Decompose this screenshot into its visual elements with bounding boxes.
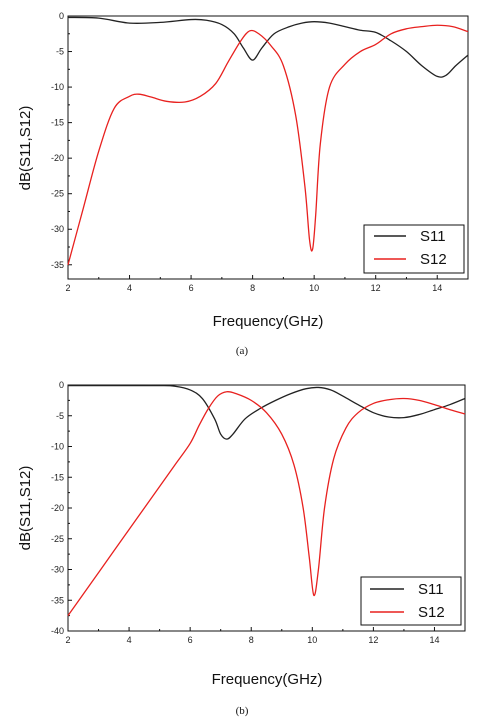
x-tick-label: 12 [371,283,381,293]
y-tick-label: -20 [51,153,64,163]
y-tick-label: 0 [59,380,64,390]
series-lines [67,384,466,617]
chart-panel-b: 2 4 6 8 10 12 14 0 -5 -10 -15 -20 -25 -30 -35 -40 Freq… [17,380,466,717]
x-axis-label: Frequency(GHz) [212,671,323,688]
y-axis-label: dB(S11,S12) [17,466,34,551]
y-tick-label: -30 [51,224,64,234]
x-tick-label: 6 [189,283,194,293]
x-tick-label: 14 [432,283,442,293]
y-tick-label: -15 [51,472,64,482]
x-tick-label: 8 [250,283,255,293]
y-tick-labels: 0 -5 -10 -15 -20 -25 -30 -35 [51,11,64,270]
series-line-s11 [68,384,466,440]
legend-box [363,224,465,274]
x-tick-label: 12 [368,635,378,645]
tick-marks [67,384,435,632]
y-tick-label: -30 [51,565,64,575]
y-tick-label: -5 [56,47,64,57]
x-tick-label: 10 [307,635,317,645]
y-tick-labels: 0 -5 -10 -15 -20 -25 -30 -35 -40 [51,380,64,636]
series-lines [67,16,469,265]
y-tick-label: -10 [51,442,64,452]
legend: S11 S12 [363,224,465,274]
x-tick-label: 14 [429,635,439,645]
y-tick-label: -40 [51,626,64,636]
x-tick-label: 4 [127,283,132,293]
x-tick-label: 6 [188,635,193,645]
legend-label-s11: S11 [418,581,444,598]
y-tick-label: -5 [56,411,64,421]
series-line-s11 [67,16,469,78]
y-tick-label: -35 [51,595,64,605]
legend: S11 S12 [360,576,462,626]
y-tick-label: -25 [51,189,64,199]
y-tick-label: -25 [51,534,64,544]
x-tick-label: 2 [65,283,70,293]
x-tick-label: 10 [309,283,319,293]
legend-label-s12: S12 [418,604,445,621]
series-line-s12 [67,24,469,265]
legend-box [360,576,462,626]
legend-label-s12: S12 [420,251,447,268]
y-tick-label: -15 [51,118,64,128]
x-tick-label: 4 [127,635,132,645]
chart-panel-a: 2 4 6 8 10 12 14 0 -5 -10 -15 -20 -25 -30 -35 Frequen… [17,11,469,357]
x-axis-label: Frequency(GHz) [213,313,324,330]
series-line-s12 [67,391,466,617]
caption-a: (a) [236,345,249,357]
y-tick-label: 0 [59,11,64,21]
y-tick-label: -20 [51,503,64,513]
x-tick-label: 8 [249,635,254,645]
legend-label-s11: S11 [420,228,446,245]
x-tick-labels: 2 4 6 8 10 12 14 [65,283,442,293]
caption-b: (b) [236,705,249,717]
x-tick-labels: 2 4 6 8 10 12 14 [65,635,439,645]
plot-frame [67,15,469,280]
y-tick-label: -10 [51,82,64,92]
tick-marks [67,15,438,279]
y-axis-label: dB(S11,S12) [17,106,34,191]
y-tick-label: -35 [51,260,64,270]
x-tick-label: 2 [65,635,70,645]
